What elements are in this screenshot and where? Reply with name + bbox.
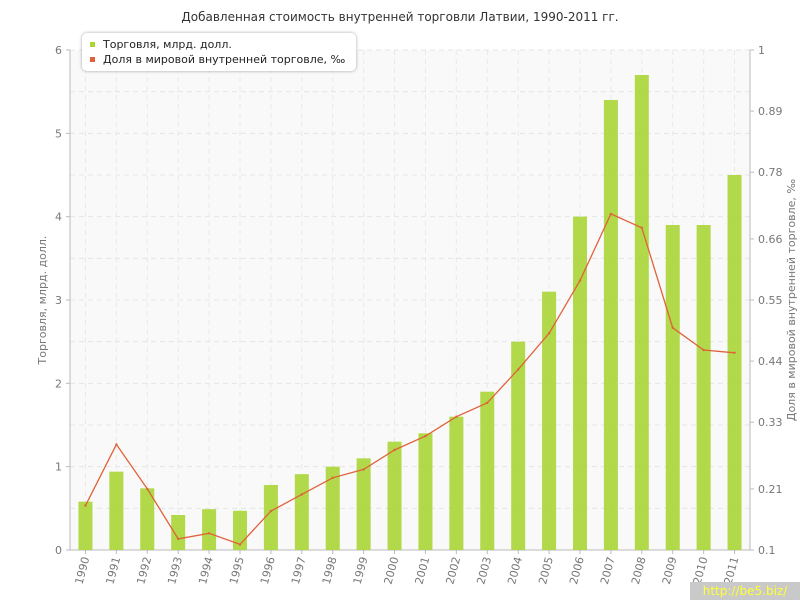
line-point — [300, 493, 304, 496]
x-tick-label: 2003 — [474, 555, 494, 585]
bar — [480, 391, 495, 550]
legend-item-share: Доля в мировой внутренней торговле, ‰ — [90, 53, 345, 66]
x-tick-label: 1999 — [351, 555, 371, 585]
line-point — [455, 415, 458, 418]
legend-swatch-trade — [90, 41, 95, 47]
line-point — [424, 434, 427, 438]
y-tick-label: 4 — [55, 211, 62, 224]
x-tick-label: 2009 — [660, 555, 680, 585]
x-tick-label: 2004 — [505, 555, 525, 585]
legend-swatch-share — [90, 56, 95, 62]
bar — [665, 225, 680, 550]
line-point — [362, 468, 365, 471]
x-tick-label: 1993 — [165, 555, 185, 585]
line-point — [331, 476, 334, 479]
bar — [603, 100, 618, 550]
line-point — [547, 332, 551, 335]
line-point — [207, 532, 211, 535]
x-tick-label: 1991 — [103, 555, 123, 585]
line-point — [146, 487, 149, 491]
x-tick-label: 2007 — [598, 555, 618, 585]
bar — [542, 291, 557, 550]
bar — [356, 458, 371, 550]
bar — [449, 416, 464, 550]
line-point — [115, 443, 118, 446]
y-tick-label: 0 — [55, 544, 62, 557]
x-tick-label: 1994 — [196, 555, 216, 585]
line-point — [269, 509, 273, 513]
x-tick-label: 1992 — [134, 555, 154, 585]
line-point — [486, 401, 489, 404]
chart-legend: Торговля, млрд. долл. Доля в мировой вну… — [82, 33, 356, 71]
y2-tick-label: 1 — [758, 44, 765, 57]
watermark: http://be5.biz/ — [690, 582, 800, 600]
bar — [171, 515, 186, 550]
bar — [634, 75, 649, 550]
y-tick-label: 2 — [55, 377, 62, 390]
line-point — [516, 368, 520, 371]
y2-axis-title: Доля в мировой внутренней торговле, ‰ — [785, 179, 798, 422]
chart-title: Добавленная стоимость внутренней торговл… — [181, 10, 619, 24]
x-tick-label: 2000 — [382, 555, 402, 585]
y-tick-label: 1 — [55, 461, 62, 474]
bar — [78, 501, 93, 550]
x-tick-label: 1997 — [289, 555, 309, 585]
legend-item-trade: Торговля, млрд. долл. — [90, 38, 232, 51]
y-tick-label: 3 — [55, 294, 62, 307]
bar — [511, 341, 526, 550]
y2-tick-label: 0.66 — [758, 233, 783, 246]
x-tick-label: 2006 — [567, 555, 587, 585]
bar — [140, 488, 155, 550]
line-point — [733, 351, 736, 354]
y-tick-label: 5 — [55, 127, 62, 140]
line-point — [609, 212, 613, 216]
bar — [263, 485, 278, 550]
y2-tick-label: 0.89 — [758, 105, 783, 118]
line-point — [578, 279, 582, 282]
x-tick-label: 2001 — [413, 555, 433, 585]
y2-tick-label: 0.44 — [758, 355, 783, 368]
y-axis-title: Торговля, млрд. долл. — [36, 236, 49, 366]
y2-tick-label: 0.33 — [758, 416, 783, 429]
x-tick-label: 1995 — [227, 555, 247, 585]
x-tick-label: 1998 — [320, 555, 340, 585]
y2-tick-label: 0.1 — [758, 544, 776, 557]
bar — [109, 471, 124, 550]
line-point — [176, 537, 180, 541]
x-tick-label: 1990 — [73, 555, 93, 585]
x-tick-label: 2008 — [629, 555, 649, 585]
y2-tick-label: 0.78 — [758, 166, 783, 179]
bar — [387, 441, 402, 550]
x-tick-label: 1996 — [258, 555, 278, 585]
line-point — [238, 543, 242, 546]
x-tick-label: 2002 — [443, 555, 463, 585]
line-point — [671, 326, 674, 329]
line-point — [702, 348, 705, 352]
x-tick-label: 2005 — [536, 555, 556, 585]
bar — [696, 225, 711, 550]
bar — [727, 175, 742, 550]
legend-label-share: Доля в мировой внутренней торговле, ‰ — [103, 53, 346, 66]
bar — [573, 216, 587, 550]
legend-label-trade: Торговля, млрд. долл. — [103, 38, 232, 51]
y-tick-label: 6 — [55, 44, 62, 57]
line-point — [640, 226, 644, 229]
bar — [418, 433, 433, 550]
line-point — [84, 504, 87, 507]
bar — [325, 466, 340, 550]
bar — [202, 509, 217, 550]
line-point — [393, 448, 396, 452]
y2-tick-label: 0.21 — [758, 483, 783, 496]
y2-tick-label: 0.55 — [758, 294, 783, 307]
series-line — [84, 213, 735, 546]
bar — [294, 474, 309, 550]
